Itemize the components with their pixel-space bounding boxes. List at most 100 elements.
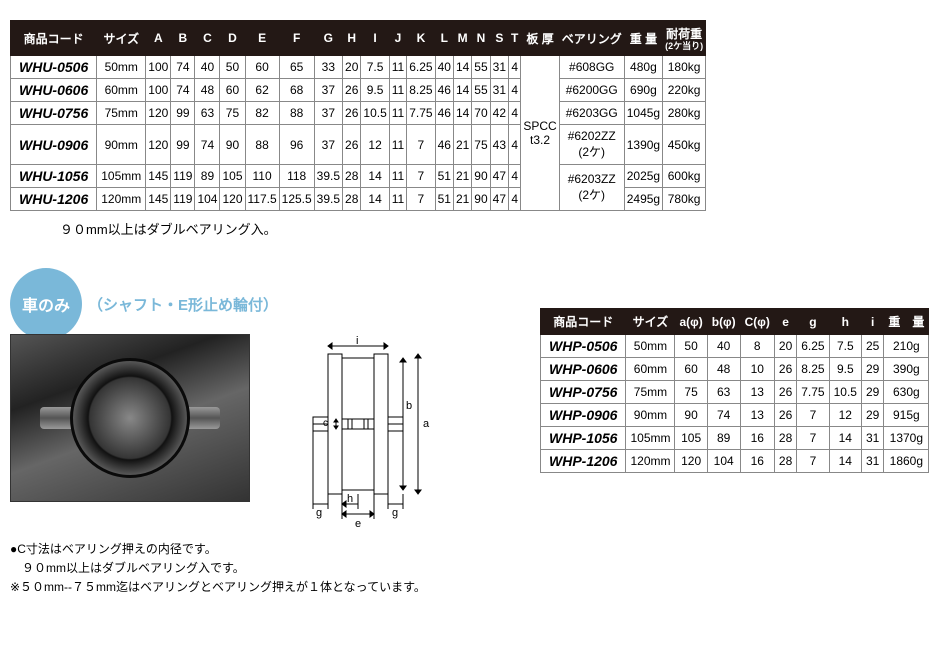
plate-thickness: SPCCt3.2 bbox=[521, 56, 559, 211]
weight-cell: 1390g bbox=[624, 125, 662, 165]
dim-cell: 46 bbox=[435, 125, 453, 165]
product-code: WHU-0756 bbox=[11, 102, 97, 125]
dim-cell: 48 bbox=[195, 79, 220, 102]
dim-cell: 51 bbox=[435, 165, 453, 188]
table-row: WHU-075675mm1209963758288372610.5117.754… bbox=[11, 102, 706, 125]
dim-cell: 119 bbox=[171, 165, 195, 188]
table-row: WHU-090690mm1209974908896372612117462175… bbox=[11, 125, 706, 165]
dim-cell: 4 bbox=[509, 56, 521, 79]
dim-cell: 4 bbox=[509, 102, 521, 125]
weight-cell: 480g bbox=[624, 56, 662, 79]
dim-cell: 110 bbox=[245, 165, 279, 188]
svg-text:h: h bbox=[347, 493, 353, 505]
dim-cell: 14 bbox=[361, 188, 389, 211]
dim-cell: 47 bbox=[490, 188, 508, 211]
wheel-only-badge: 車のみ bbox=[10, 268, 82, 340]
table-row: WHU-050650mm100744050606533207.5116.2540… bbox=[11, 56, 706, 79]
size-cell: 105mm bbox=[626, 427, 675, 450]
weight-cell: 1860g bbox=[884, 450, 929, 473]
svg-text:b: b bbox=[406, 400, 412, 412]
col-header: 板 厚 bbox=[521, 21, 559, 56]
dim-cell: 29 bbox=[861, 404, 883, 427]
size-cell: 50mm bbox=[97, 56, 146, 79]
load-cell: 180kg bbox=[663, 56, 706, 79]
dim-cell: 75 bbox=[220, 102, 245, 125]
col-header: 重 量 bbox=[624, 21, 662, 56]
dim-cell: 14 bbox=[829, 450, 861, 473]
dim-cell: 10 bbox=[740, 358, 774, 381]
dim-cell: 82 bbox=[245, 102, 279, 125]
dim-cell: 47 bbox=[490, 165, 508, 188]
spec-table-whp: 商品コードサイズa(φ)b(φ)C(φ)eghi重 量WHP-050650mm5… bbox=[540, 308, 929, 473]
dim-cell: 11 bbox=[389, 56, 406, 79]
dim-cell: 50 bbox=[220, 56, 245, 79]
subtitle-shaft: （シャフト・E形止め輪付） bbox=[88, 294, 278, 315]
dim-cell: 46 bbox=[435, 102, 453, 125]
col-header: サイズ bbox=[626, 309, 675, 335]
col-header: M bbox=[453, 21, 471, 56]
dim-cell: 60 bbox=[245, 56, 279, 79]
dim-cell: 7.5 bbox=[829, 335, 861, 358]
product-code: WHU-1206 bbox=[11, 188, 97, 211]
dim-cell: 26 bbox=[343, 125, 361, 165]
dim-cell: 14 bbox=[453, 102, 471, 125]
col-header: 重 量 bbox=[884, 309, 929, 335]
dim-cell: 11 bbox=[389, 125, 406, 165]
size-cell: 75mm bbox=[626, 381, 675, 404]
dim-cell: 14 bbox=[453, 56, 471, 79]
table-row: WHP-090690mm9074132671229915g bbox=[541, 404, 929, 427]
dim-cell: 37 bbox=[314, 79, 342, 102]
dim-cell: 118 bbox=[279, 165, 314, 188]
dim-cell: 26 bbox=[774, 381, 796, 404]
dim-cell: 60 bbox=[675, 358, 707, 381]
dim-cell: 7 bbox=[407, 125, 435, 165]
col-header: 耐荷重(2ケ当り) bbox=[663, 21, 706, 56]
weight-cell: 390g bbox=[884, 358, 929, 381]
dim-cell: 100 bbox=[146, 56, 171, 79]
col-header: ベアリング bbox=[559, 21, 624, 56]
product-code: WHU-0606 bbox=[11, 79, 97, 102]
dim-cell: 9.5 bbox=[829, 358, 861, 381]
dim-cell: 7 bbox=[407, 165, 435, 188]
dim-cell: 60 bbox=[220, 79, 245, 102]
col-header: F bbox=[279, 21, 314, 56]
product-code: WHP-1056 bbox=[541, 427, 626, 450]
size-cell: 75mm bbox=[97, 102, 146, 125]
dim-cell: 40 bbox=[435, 56, 453, 79]
dim-cell: 50 bbox=[675, 335, 707, 358]
col-header: D bbox=[220, 21, 245, 56]
size-cell: 105mm bbox=[97, 165, 146, 188]
dim-cell: 62 bbox=[245, 79, 279, 102]
dim-cell: 88 bbox=[245, 125, 279, 165]
weight-cell: 630g bbox=[884, 381, 929, 404]
dim-cell: 28 bbox=[774, 427, 796, 450]
col-header: H bbox=[343, 21, 361, 56]
product-code: WHU-1056 bbox=[11, 165, 97, 188]
dim-cell: 21 bbox=[453, 188, 471, 211]
dim-cell: 13 bbox=[740, 381, 774, 404]
dim-cell: 70 bbox=[472, 102, 490, 125]
dim-cell: 13 bbox=[740, 404, 774, 427]
size-cell: 60mm bbox=[626, 358, 675, 381]
dim-cell: 25 bbox=[861, 335, 883, 358]
dim-cell: 74 bbox=[707, 404, 740, 427]
dim-cell: 105 bbox=[675, 427, 707, 450]
spec-table-whu: 商品コードサイズABCDEFGHIJKLMNST板 厚ベアリング重 量耐荷重(2… bbox=[10, 20, 706, 211]
dim-cell: 74 bbox=[171, 79, 195, 102]
product-code: WHU-0906 bbox=[11, 125, 97, 165]
dim-cell: 100 bbox=[146, 79, 171, 102]
note-line: ●C寸法はベアリング押えの内径です。 bbox=[10, 540, 530, 559]
load-cell: 220kg bbox=[663, 79, 706, 102]
dim-cell: 40 bbox=[707, 335, 740, 358]
dim-cell: 90 bbox=[472, 188, 490, 211]
dim-cell: 8 bbox=[740, 335, 774, 358]
dim-cell: 4 bbox=[509, 79, 521, 102]
load-cell: 600kg bbox=[663, 165, 706, 188]
dim-cell: 7.75 bbox=[407, 102, 435, 125]
dim-cell: 6.25 bbox=[407, 56, 435, 79]
product-code: WHP-0506 bbox=[541, 335, 626, 358]
dim-cell: 105 bbox=[220, 165, 245, 188]
col-header: J bbox=[389, 21, 406, 56]
dim-cell: 40 bbox=[195, 56, 220, 79]
bearing-cell: #608GG bbox=[559, 56, 624, 79]
